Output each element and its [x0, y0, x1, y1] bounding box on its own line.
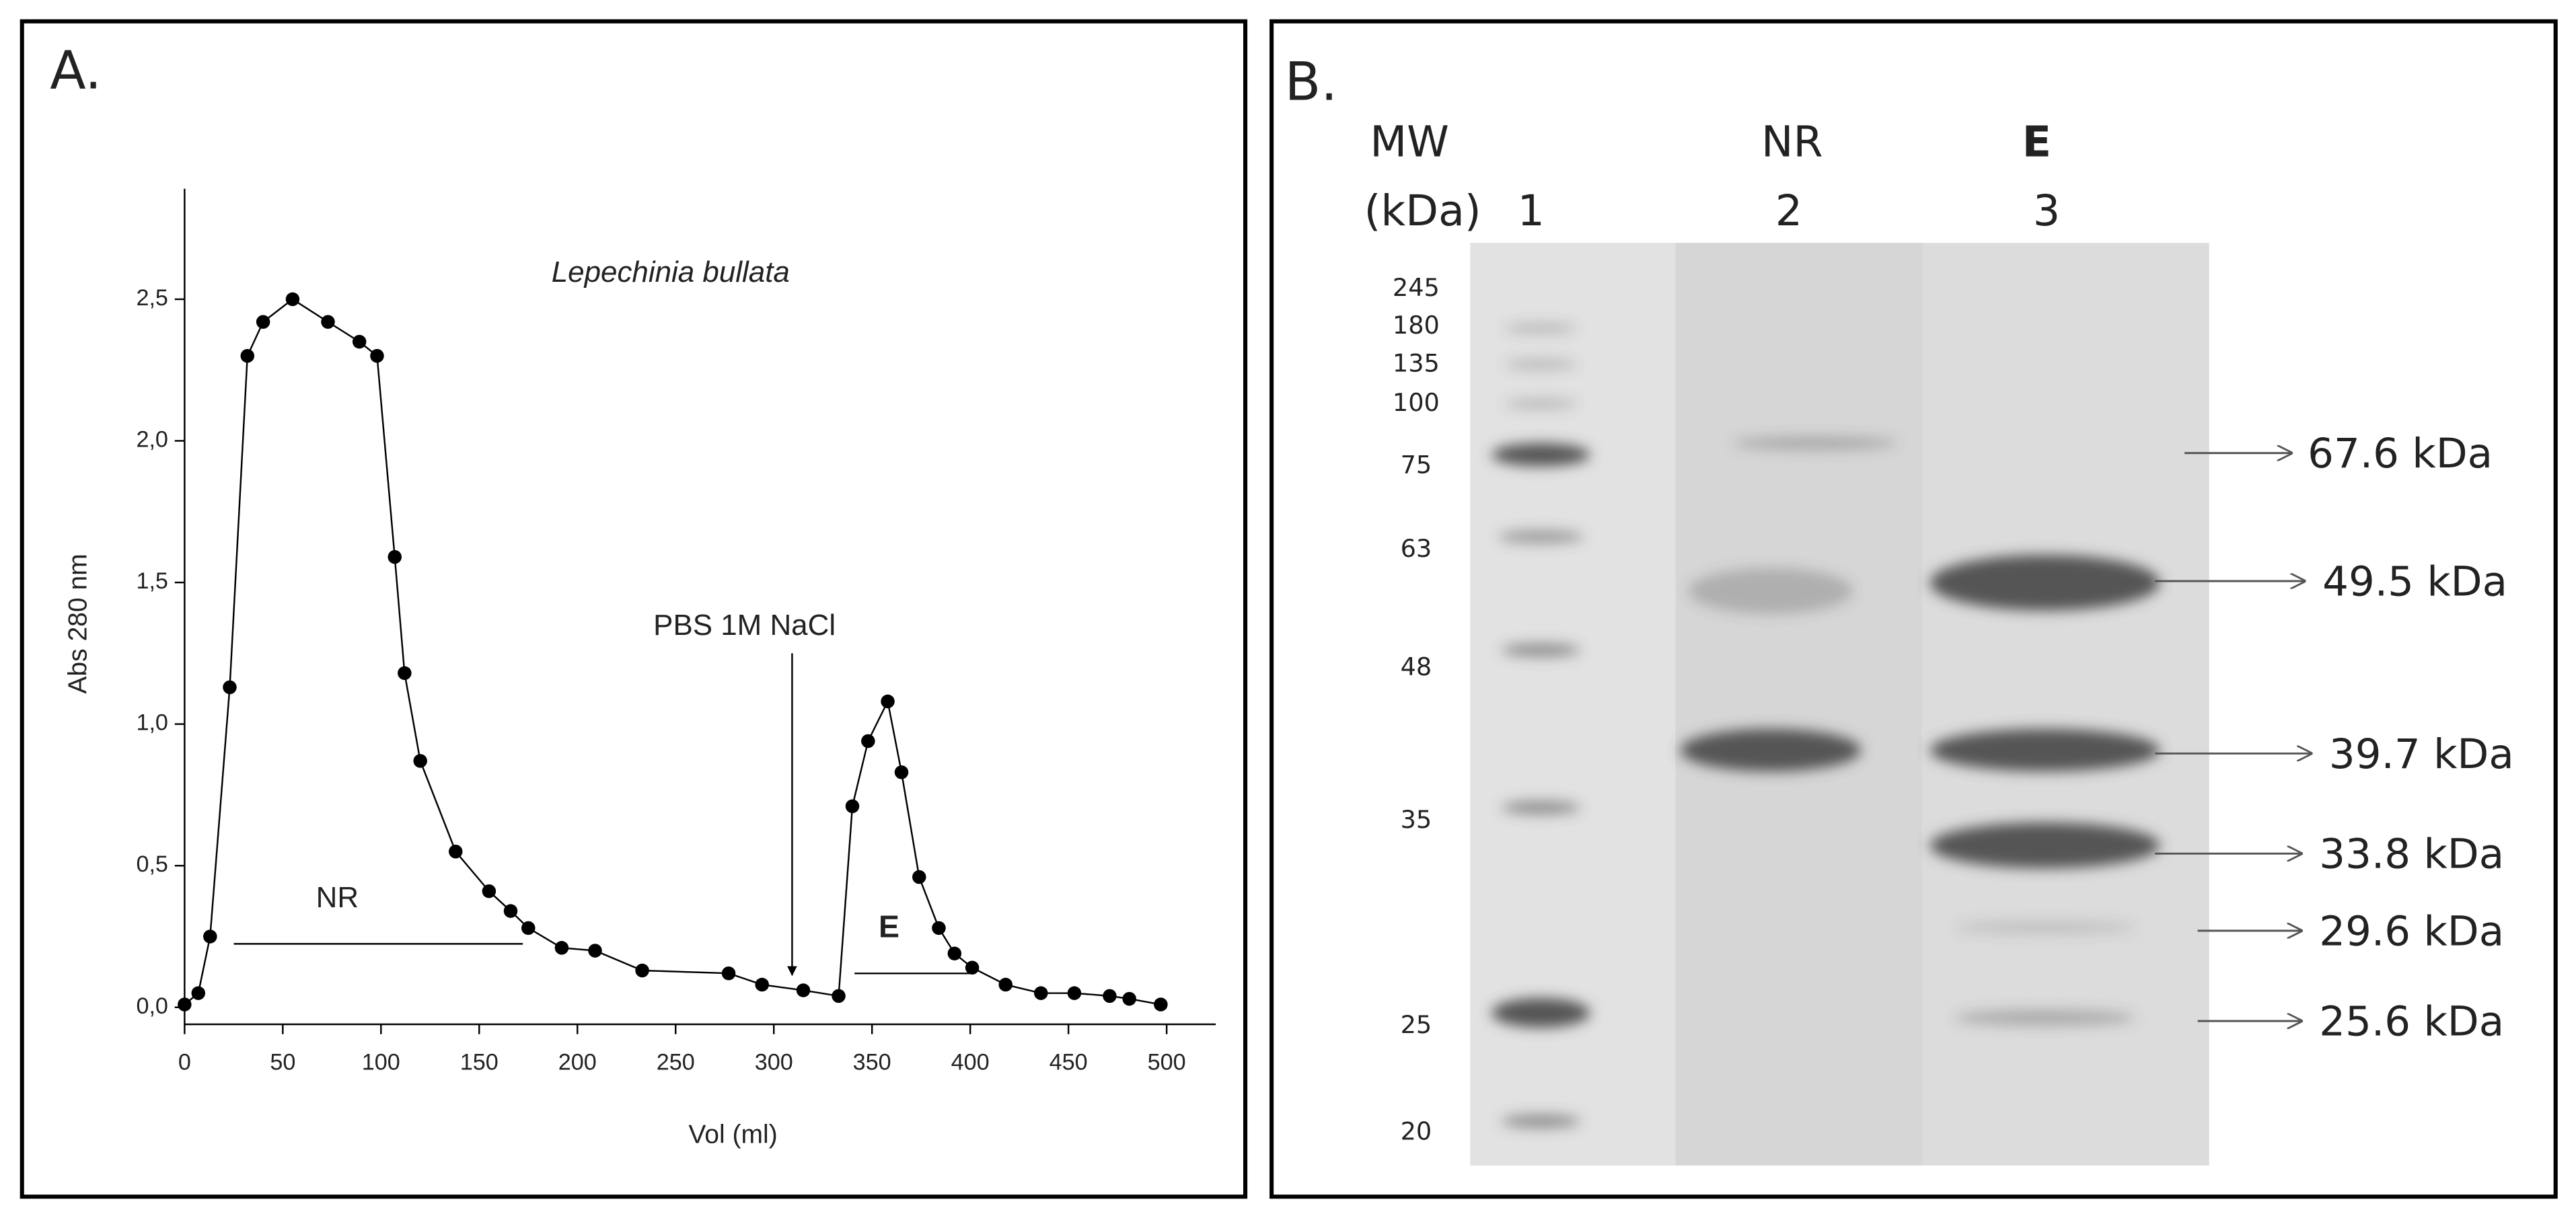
x-tick-label: 200 [558, 1050, 597, 1075]
x-axis-title: Vol (ml) [688, 1120, 777, 1149]
data-point [998, 977, 1013, 992]
lane-header: 2 [1775, 186, 1802, 235]
data-point [755, 977, 769, 992]
annotation: PBS 1M NaCl [653, 609, 836, 642]
y-tick-label: 1,5 [136, 568, 168, 594]
data-point [635, 963, 649, 978]
band-label: 67.6 kDa [2308, 430, 2493, 478]
data-point [1122, 991, 1136, 1006]
annotation: NR [316, 881, 359, 914]
lane-header: 1 [1518, 186, 1545, 235]
y-tick-label: 0,0 [136, 993, 168, 1019]
x-tick-label: 450 [1050, 1050, 1088, 1075]
chart-title: Lepechinia bullata [552, 256, 790, 289]
data-point [845, 799, 860, 813]
x-tick-label: 350 [853, 1050, 891, 1075]
ladder-label: 245 [1393, 273, 1440, 302]
data-point [1067, 986, 1082, 1000]
lane-header: MW [1370, 116, 1448, 166]
band-label: 39.7 kDa [2329, 730, 2514, 778]
x-tick-label: 150 [460, 1050, 499, 1075]
data-point [398, 666, 412, 681]
gel-image [1470, 243, 2209, 1166]
ladder-label: 180 [1393, 311, 1440, 340]
data-point [1154, 997, 1168, 1012]
lane-header: E [2022, 116, 2051, 166]
data-point [894, 765, 909, 779]
band-label: 25.6 kDa [2319, 998, 2504, 1046]
data-point [321, 315, 335, 329]
band-label: 49.5 kDa [2322, 558, 2507, 605]
lane-header: (kDa) [1364, 186, 1481, 235]
data-point [521, 921, 536, 936]
data-point [503, 904, 518, 918]
data-point [965, 960, 980, 975]
ladder-label: 75 [1401, 451, 1432, 480]
data-point [861, 734, 875, 749]
ladder-label: 135 [1393, 348, 1440, 377]
ladder-label: 100 [1393, 388, 1440, 417]
data-point [388, 549, 402, 564]
data-point [482, 884, 496, 899]
data-point [370, 348, 384, 363]
y-tick-label: 0,5 [136, 851, 168, 877]
annotation: E [879, 909, 899, 944]
x-tick-label: 100 [362, 1050, 400, 1075]
data-point [191, 986, 206, 1000]
data-point [912, 870, 926, 884]
data-point [554, 941, 569, 955]
data-point [223, 680, 237, 695]
data-point [285, 292, 300, 307]
ladder-label: 63 [1401, 534, 1432, 563]
data-point [240, 348, 255, 363]
data-point [947, 946, 962, 960]
x-tick-label: 400 [951, 1050, 990, 1075]
y-tick-label: 2,0 [136, 427, 168, 453]
panel-a-frame [20, 19, 1248, 1199]
x-tick-label: 300 [755, 1050, 793, 1075]
x-tick-label: 500 [1148, 1050, 1186, 1075]
data-point [448, 844, 463, 859]
ladder-label: 25 [1401, 1010, 1432, 1039]
data-point [256, 315, 270, 329]
lane-header: NR [1761, 116, 1823, 166]
ladder-label: 48 [1401, 652, 1432, 681]
y-axis-title: Abs 280 nm [63, 554, 92, 693]
band-label: 29.6 kDa [2319, 907, 2504, 955]
data-point [881, 694, 895, 709]
ladder-label: 35 [1401, 805, 1432, 834]
data-point [1103, 989, 1117, 1003]
data-point [832, 989, 846, 1003]
x-tick-label: 0 [178, 1050, 191, 1075]
x-tick-label: 50 [270, 1050, 295, 1075]
data-point [352, 334, 367, 349]
y-tick-label: 1,0 [136, 710, 168, 736]
data-point [203, 929, 217, 944]
lane-header: 3 [2033, 186, 2060, 235]
data-point [413, 754, 427, 768]
data-point [178, 997, 192, 1012]
x-tick-label: 250 [657, 1050, 695, 1075]
data-point [796, 983, 811, 997]
panel-label: B. [1285, 52, 1337, 112]
data-point [1034, 986, 1048, 1000]
data-point [588, 944, 602, 958]
ladder-label: 20 [1401, 1117, 1432, 1146]
data-point [721, 966, 736, 981]
band-label: 33.8 kDa [2319, 831, 2504, 878]
y-tick-label: 2,5 [136, 285, 168, 311]
data-point [932, 921, 946, 936]
panel-label: A. [50, 40, 102, 101]
